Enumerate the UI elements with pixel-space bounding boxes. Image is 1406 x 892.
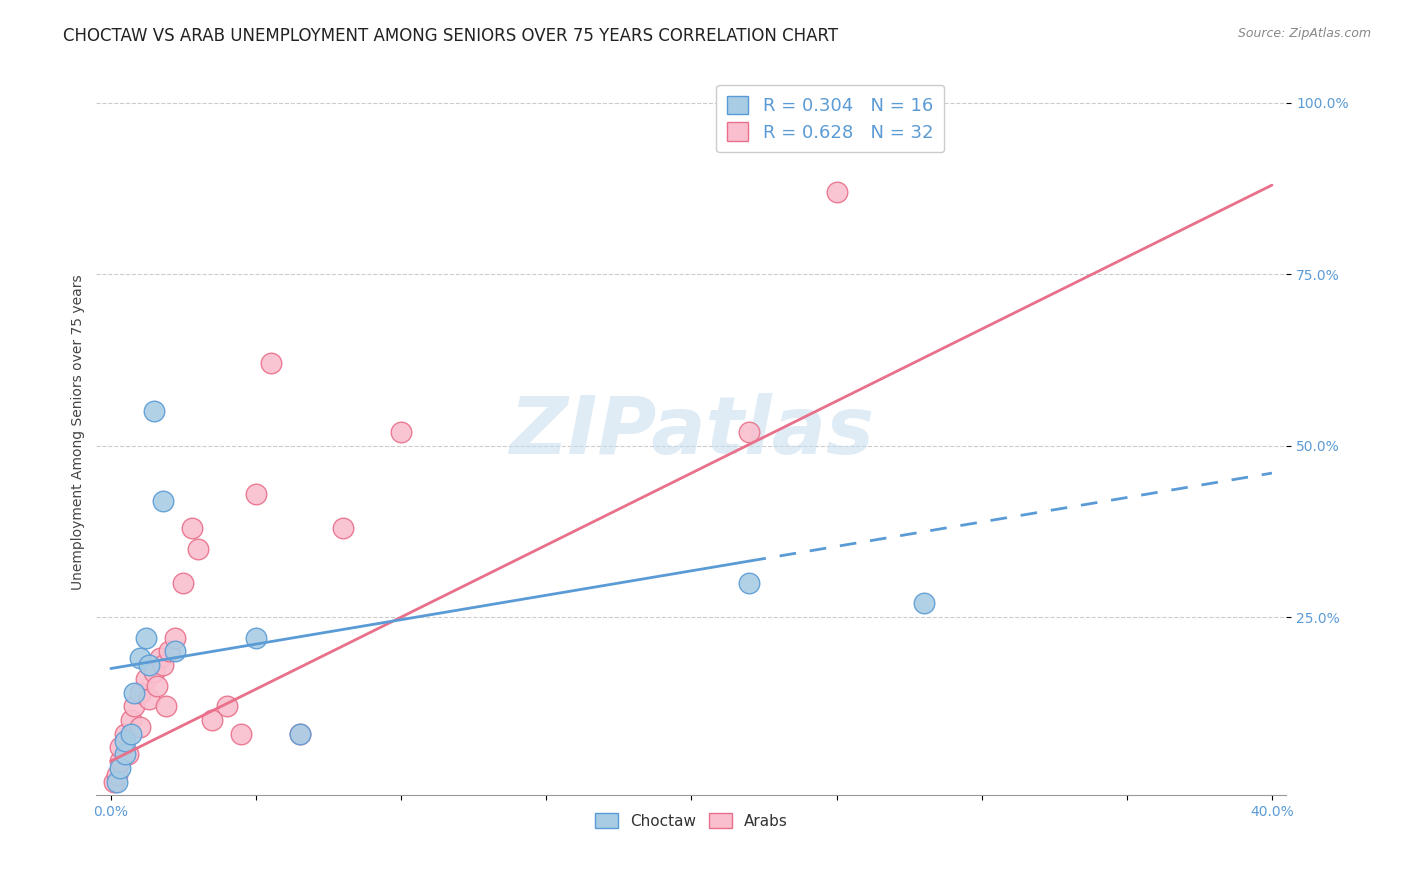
Point <box>332 521 354 535</box>
Point <box>245 631 267 645</box>
Point <box>114 727 136 741</box>
Point <box>155 699 177 714</box>
Point <box>143 404 166 418</box>
Point <box>201 713 224 727</box>
Point <box>152 658 174 673</box>
Point <box>117 747 139 762</box>
Text: Source: ZipAtlas.com: Source: ZipAtlas.com <box>1237 27 1371 40</box>
Point <box>389 425 412 439</box>
Point <box>105 768 128 782</box>
Point <box>172 575 194 590</box>
Point <box>146 679 169 693</box>
Point <box>187 541 209 556</box>
Point <box>122 685 145 699</box>
Point <box>181 521 204 535</box>
Point <box>135 672 157 686</box>
Point <box>288 727 311 741</box>
Point <box>157 644 180 658</box>
Point <box>738 575 761 590</box>
Point <box>245 486 267 500</box>
Point <box>143 665 166 679</box>
Point <box>114 733 136 747</box>
Point <box>825 185 848 199</box>
Point <box>231 727 253 741</box>
Point <box>215 699 238 714</box>
Point <box>912 596 935 610</box>
Point <box>149 651 172 665</box>
Point <box>120 713 142 727</box>
Text: CHOCTAW VS ARAB UNEMPLOYMENT AMONG SENIORS OVER 75 YEARS CORRELATION CHART: CHOCTAW VS ARAB UNEMPLOYMENT AMONG SENIO… <box>63 27 838 45</box>
Point <box>103 774 125 789</box>
Text: ZIPatlas: ZIPatlas <box>509 393 875 471</box>
Point <box>288 727 311 741</box>
Point <box>135 631 157 645</box>
Point <box>259 356 281 370</box>
Point <box>120 727 142 741</box>
Point <box>108 740 131 755</box>
Point <box>108 754 131 768</box>
Y-axis label: Unemployment Among Seniors over 75 years: Unemployment Among Seniors over 75 years <box>72 274 86 590</box>
Point <box>122 699 145 714</box>
Point <box>163 644 186 658</box>
Point <box>108 761 131 775</box>
Point <box>114 747 136 762</box>
Point <box>138 692 160 706</box>
Point <box>128 651 150 665</box>
Point <box>105 774 128 789</box>
Point <box>152 493 174 508</box>
Point <box>738 425 761 439</box>
Legend: Choctaw, Arabs: Choctaw, Arabs <box>589 807 794 835</box>
Point <box>128 685 150 699</box>
Point <box>128 720 150 734</box>
Point <box>163 631 186 645</box>
Point <box>138 658 160 673</box>
